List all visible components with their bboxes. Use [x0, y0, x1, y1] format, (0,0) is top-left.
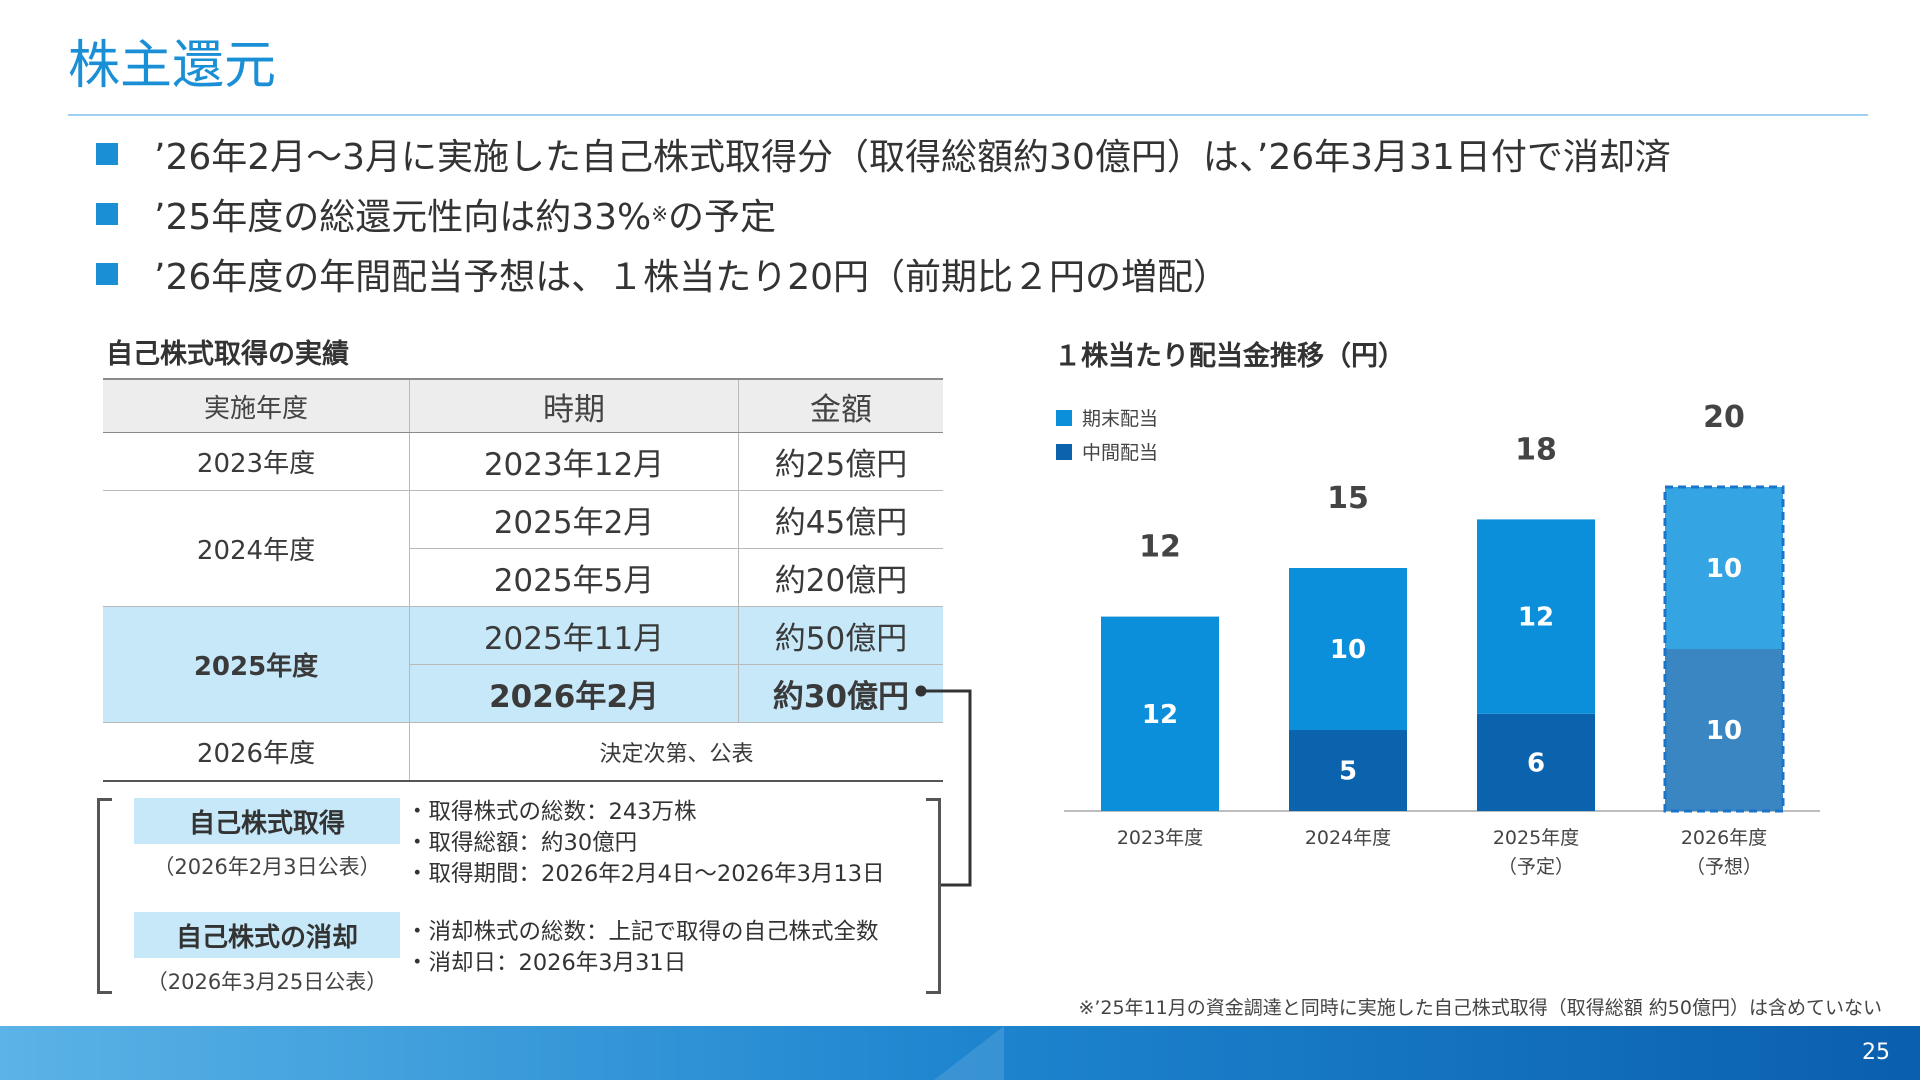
bar-final: [1665, 487, 1783, 649]
amount-cell: 約45億円: [738, 490, 943, 549]
bar-final: [1289, 568, 1407, 730]
bar-interim: [1289, 730, 1407, 811]
table-row: 2026年度 決定次第、公表: [103, 722, 943, 782]
bullet-2-text: ’25年度の総還元性向は約33%: [154, 197, 652, 238]
legend-item-interim: 中間配当: [1056, 438, 1158, 465]
category-sublabel: （予定）: [1498, 856, 1574, 878]
period-cell: 2025年5月: [409, 548, 739, 607]
buyback-section-title: 自己株式取得の実績: [106, 339, 349, 370]
table-row: 2024年度 2025年2月 約45億円: [103, 490, 943, 607]
forecast-outline: [1663, 485, 1785, 813]
bar-label-final: 12: [1142, 700, 1178, 730]
bar-label-final: 10: [1706, 554, 1742, 584]
cancellation-item: ・消却日：2026年3月31日: [406, 950, 687, 976]
acquisition-item: ・取得株式の総数：243万株: [406, 799, 697, 825]
table-row: 2023年度 2023年12月 約25億円: [103, 432, 943, 491]
title-divider: [68, 114, 1868, 116]
legend-label-final: 期末配当: [1082, 408, 1159, 430]
page-number: 25: [1862, 1040, 1890, 1065]
year-cell: 2026年度: [103, 722, 410, 782]
cancellation-item: ・消却株式の総数：上記で取得の自己株式全数: [406, 919, 879, 945]
cancellation-label: 自己株式の消却: [134, 912, 400, 958]
footnote: ※’25年11月の資金調達と同時に実施した自己株式取得（取得総額 約50億円）は…: [1078, 997, 1882, 1019]
bar-label-interim: 6: [1527, 748, 1545, 778]
bullet-3: ’26年度の年間配当予想は、１株当たり20円（前期比２円の増配）: [96, 246, 1229, 302]
bar-interim: [1477, 713, 1595, 811]
total-label: 15: [1327, 481, 1369, 516]
total-label: 20: [1703, 400, 1745, 435]
legend-item-final: 期末配当: [1056, 404, 1158, 431]
note-cell: 決定次第、公表: [409, 722, 943, 782]
header-year: 実施年度: [103, 378, 410, 433]
bullet-1: ’26年2月～3月に実施した自己株式取得分（取得総額約30億円）は、’26年3月…: [96, 126, 1671, 182]
legend-label-interim: 中間配当: [1082, 442, 1159, 464]
header-period: 時期: [409, 378, 739, 433]
table-row-highlight: 2025年度 2025年11月 約50億円: [103, 606, 943, 723]
acquisition-date: （2026年2月3日公表）: [153, 855, 381, 879]
bullet-1-text: ’26年2月～3月に実施した自己株式取得分（取得総額約30億円）は、’26年3月…: [154, 137, 1671, 178]
year-cell: 2023年度: [103, 432, 410, 491]
category-label: 2023年度: [1117, 827, 1203, 849]
legend-swatch-final: [1056, 409, 1072, 426]
left-bracket: [97, 798, 112, 994]
bar-label-final: 10: [1330, 635, 1366, 665]
category-label: 2025年度: [1493, 827, 1579, 849]
dividend-chart: 12 12 2023年度 5 10 15 2024年度 6 12 18 2025年度 （予定） 10 10…: [1064, 400, 1820, 878]
chart-title: １株当たり配当金推移（円）: [1054, 341, 1405, 372]
bullet-2-text-after: の予定: [668, 197, 777, 238]
acquisition-label: 自己株式取得: [134, 798, 400, 844]
page-title: 株主還元: [68, 36, 277, 96]
bullet-3-text: ’26年度の年間配当予想は、１株当たり20円（前期比２円の増配）: [154, 257, 1230, 298]
acquisition-details: ・取得株式の総数：243万株 ・取得総額：約30億円 ・取得期間：2026年2月…: [406, 797, 926, 890]
category-sublabel: （予想）: [1686, 856, 1762, 878]
bar-label-interim: 5: [1339, 757, 1357, 787]
bar-label-final: 12: [1518, 603, 1554, 633]
amount-cell: 約25億円: [738, 432, 943, 491]
total-label: 12: [1139, 530, 1181, 565]
bullet-2: ’25年度の総還元性向は約33% ※ の予定: [96, 186, 776, 242]
amount-cell: 約50億円: [738, 606, 943, 665]
bar-label-interim: 10: [1706, 716, 1742, 746]
bullet-square-icon: [96, 263, 118, 285]
amount-cell: 約20億円: [738, 548, 943, 607]
period-cell: 2023年12月: [409, 432, 739, 491]
connector-line: [915, 685, 972, 887]
cancellation-date: （2026年3月25日公表）: [146, 970, 388, 994]
period-cell: 2026年2月: [409, 664, 739, 723]
bar-final: [1101, 616, 1219, 811]
table-row: 2025年5月 約20億円: [103, 548, 943, 607]
category-label: 2026年度: [1681, 827, 1767, 849]
period-cell: 2025年2月: [409, 490, 739, 549]
bullet-square-icon: [96, 143, 118, 165]
cancellation-details: ・消却株式の総数：上記で取得の自己株式全数 ・消却日：2026年3月31日: [406, 917, 926, 979]
table-header-row: 実施年度 時期 金額: [103, 378, 943, 433]
year-cell: 2025年度: [103, 606, 410, 723]
legend-swatch-interim: [1056, 443, 1072, 460]
category-label: 2024年度: [1305, 827, 1391, 849]
footer-accent: [934, 1026, 1004, 1080]
bar-interim: [1665, 649, 1783, 811]
footnote-mark: ※: [651, 202, 669, 226]
header-amount: 金額: [738, 378, 943, 433]
amount-cell-linked: 約30億円: [738, 664, 943, 723]
bar-final: [1477, 519, 1595, 714]
acquisition-item: ・取得期間：2026年2月4日～2026年3月13日: [406, 861, 885, 887]
buyback-table: 実施年度 時期 金額 2023年度 2023年12月 約25億円 2024年度 …: [103, 378, 943, 782]
year-cell: 2024年度: [103, 490, 410, 607]
acquisition-item: ・取得総額：約30億円: [406, 830, 638, 856]
footer-bar: [0, 1026, 1920, 1080]
total-label: 18: [1515, 432, 1557, 467]
bullet-square-icon: [96, 203, 118, 225]
period-cell: 2025年11月: [409, 606, 739, 665]
right-bracket: [926, 798, 941, 994]
